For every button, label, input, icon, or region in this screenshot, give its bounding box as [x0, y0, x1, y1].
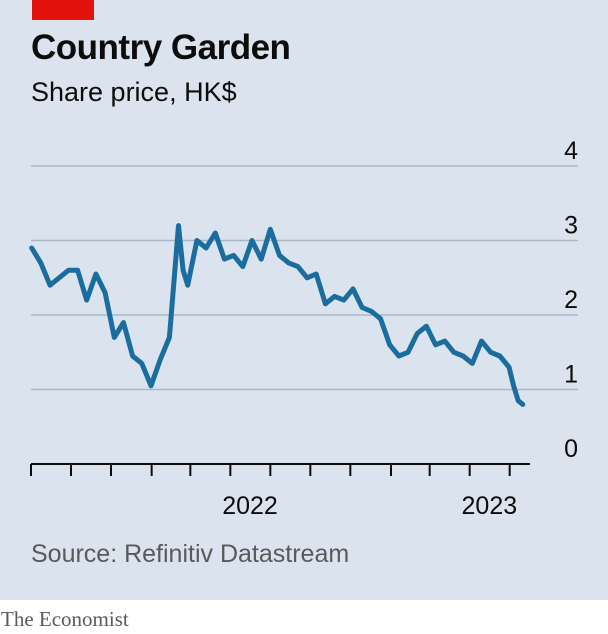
- x-tick-label-2023: 2023: [462, 492, 518, 520]
- chart-panel: [0, 0, 608, 600]
- economist-red-tag: [32, 0, 94, 20]
- y-tick-label-2: 2: [564, 286, 578, 314]
- brand-wordmark: The Economist: [1, 607, 129, 631]
- y-tick-label-4: 4: [564, 137, 578, 165]
- x-tick-label-2022: 2022: [222, 492, 278, 520]
- chart-subtitle: Share price, HK$: [31, 77, 237, 107]
- price-line: [29, 223, 526, 407]
- y-tick-label-1: 1: [564, 361, 578, 389]
- y-tick-label-3: 3: [564, 212, 578, 240]
- line-chart: 0 1 2 3 4 2022 2023: [29, 137, 578, 520]
- source-note: Source: Refinitiv Datastream: [31, 540, 350, 568]
- chart-title: Country Garden: [31, 28, 291, 67]
- y-tick-label-0: 0: [564, 435, 578, 463]
